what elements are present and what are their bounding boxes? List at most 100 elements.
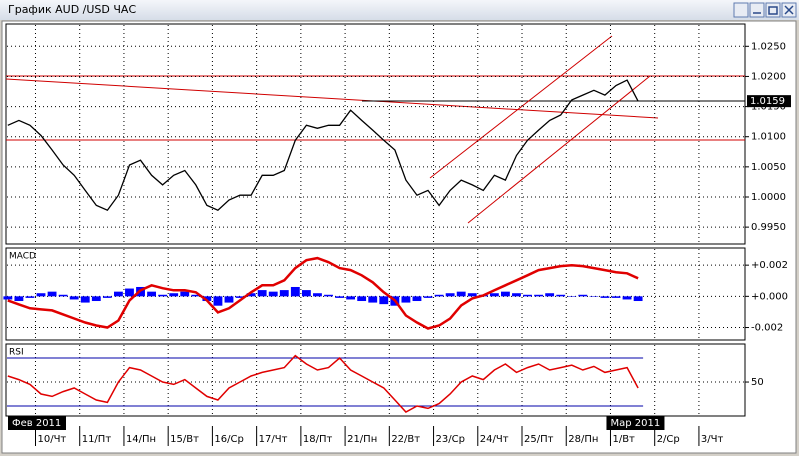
window-buttons[interactable] [733, 2, 797, 18]
x-tick-label: 11/Пт [82, 434, 112, 445]
macd-bar [423, 296, 433, 298]
macd-bar [379, 296, 389, 305]
macd-bar [456, 291, 466, 297]
macd-bar [489, 293, 499, 297]
x-tick-label: 18/Пт [303, 434, 333, 445]
macd-bar [47, 291, 57, 297]
macd-bar [113, 291, 123, 297]
macd-bar [202, 296, 212, 302]
x-tick-label: 23/Ср [436, 434, 465, 445]
macd-bar [578, 294, 588, 297]
y-tick-label: 1.0100 [751, 132, 786, 143]
x-tick-label: 22/Вт [391, 434, 420, 445]
macd-bar [80, 296, 90, 303]
y-tick-label: 1.0000 [751, 192, 786, 203]
y-tick-label: 1.0050 [751, 162, 786, 173]
x-tick-label: 21/Пн [347, 434, 377, 445]
macd-bar [600, 296, 610, 298]
macd-bar [611, 296, 621, 298]
macd-bar [14, 296, 24, 302]
y-tick-label: 0.9950 [751, 222, 786, 233]
macd-bar [512, 293, 521, 297]
macd-bar [147, 291, 157, 297]
macd-bar [279, 290, 289, 297]
macd-bar [357, 296, 367, 302]
price-line [7, 79, 639, 212]
macd-panel [5, 247, 746, 341]
title-bar [0, 0, 799, 20]
macd-bar [556, 294, 566, 297]
x-tick-label: 17/Чт [259, 434, 288, 445]
x-tick-label: 16/Ср [214, 434, 243, 445]
panel-title: MACD [9, 252, 36, 262]
macd-bar [467, 293, 477, 297]
date-box [606, 416, 665, 430]
macd-bar [633, 296, 643, 302]
macd-bar [335, 296, 344, 298]
minimize-button[interactable] [749, 2, 765, 18]
signal-line [7, 256, 639, 330]
x-tick-label: 1/Вт [612, 434, 635, 445]
chart-area [1, 20, 797, 454]
macd-bar [191, 294, 201, 297]
macd-bar [589, 296, 599, 297]
price-label-bg [747, 95, 791, 108]
macd-bar [401, 296, 411, 303]
macd-bar [412, 296, 422, 302]
y-tick-label: +0.000 [751, 291, 788, 302]
y-tick-label: 1.0250 [751, 41, 786, 52]
macd-bar [102, 296, 112, 298]
macd-bar [434, 294, 444, 297]
macd-bar [567, 296, 577, 297]
help-button[interactable] [733, 2, 749, 18]
x-tick-label: 15/Вт [170, 434, 199, 445]
macd-bar [545, 293, 555, 297]
macd-bar [3, 296, 13, 300]
rsi-panel [5, 343, 746, 417]
macd-bar [324, 294, 333, 297]
macd-bar [180, 291, 190, 297]
macd-bar [257, 290, 267, 297]
macd-bar [91, 296, 101, 302]
maximize-button[interactable] [765, 2, 781, 18]
macd-bar [313, 293, 322, 297]
x-tick-label: 24/Чт [480, 434, 509, 445]
macd-bar [301, 290, 311, 297]
macd-bar [224, 296, 234, 303]
macd-bar [169, 293, 179, 297]
macd-bar [36, 293, 46, 297]
macd-bar [246, 293, 256, 297]
date-box [8, 416, 66, 430]
macd-bar [622, 296, 632, 300]
y-tick-label: 1.0200 [751, 71, 786, 82]
macd-bar [58, 294, 68, 297]
macd-bar [125, 288, 134, 297]
macd-bar [25, 296, 35, 298]
x-tick-label: 28/Пн [568, 434, 598, 445]
macd-bar [268, 291, 278, 297]
y-tick-label: -0.002 [751, 323, 783, 334]
price-panel [5, 23, 746, 245]
macd-bar [534, 294, 544, 297]
price-label: 1.0159 [750, 96, 785, 107]
macd-bar [158, 294, 168, 297]
x-tick-label: 14/Пн [126, 434, 156, 445]
x-tick-label: 3/Чт [701, 434, 724, 445]
macd-bar [445, 293, 455, 297]
panel-title: RSI [9, 348, 24, 358]
date-label: Фев 2011 [12, 418, 61, 429]
y-tick-label: +0.002 [751, 260, 788, 271]
y-tick-label: 50 [751, 377, 764, 388]
x-tick-label: 25/Пт [524, 434, 554, 445]
macd-bar [501, 291, 510, 297]
date-label: Мар 2011 [610, 418, 660, 429]
macd-bar [69, 296, 79, 300]
rsi-line [7, 354, 639, 413]
macd-bar [290, 286, 300, 297]
x-tick-label: 10/Чт [37, 434, 66, 445]
x-tick-label: 2/Ср [657, 434, 680, 445]
macd-bar [523, 294, 532, 297]
macd-bar [346, 296, 356, 300]
macd-bar [368, 296, 378, 303]
